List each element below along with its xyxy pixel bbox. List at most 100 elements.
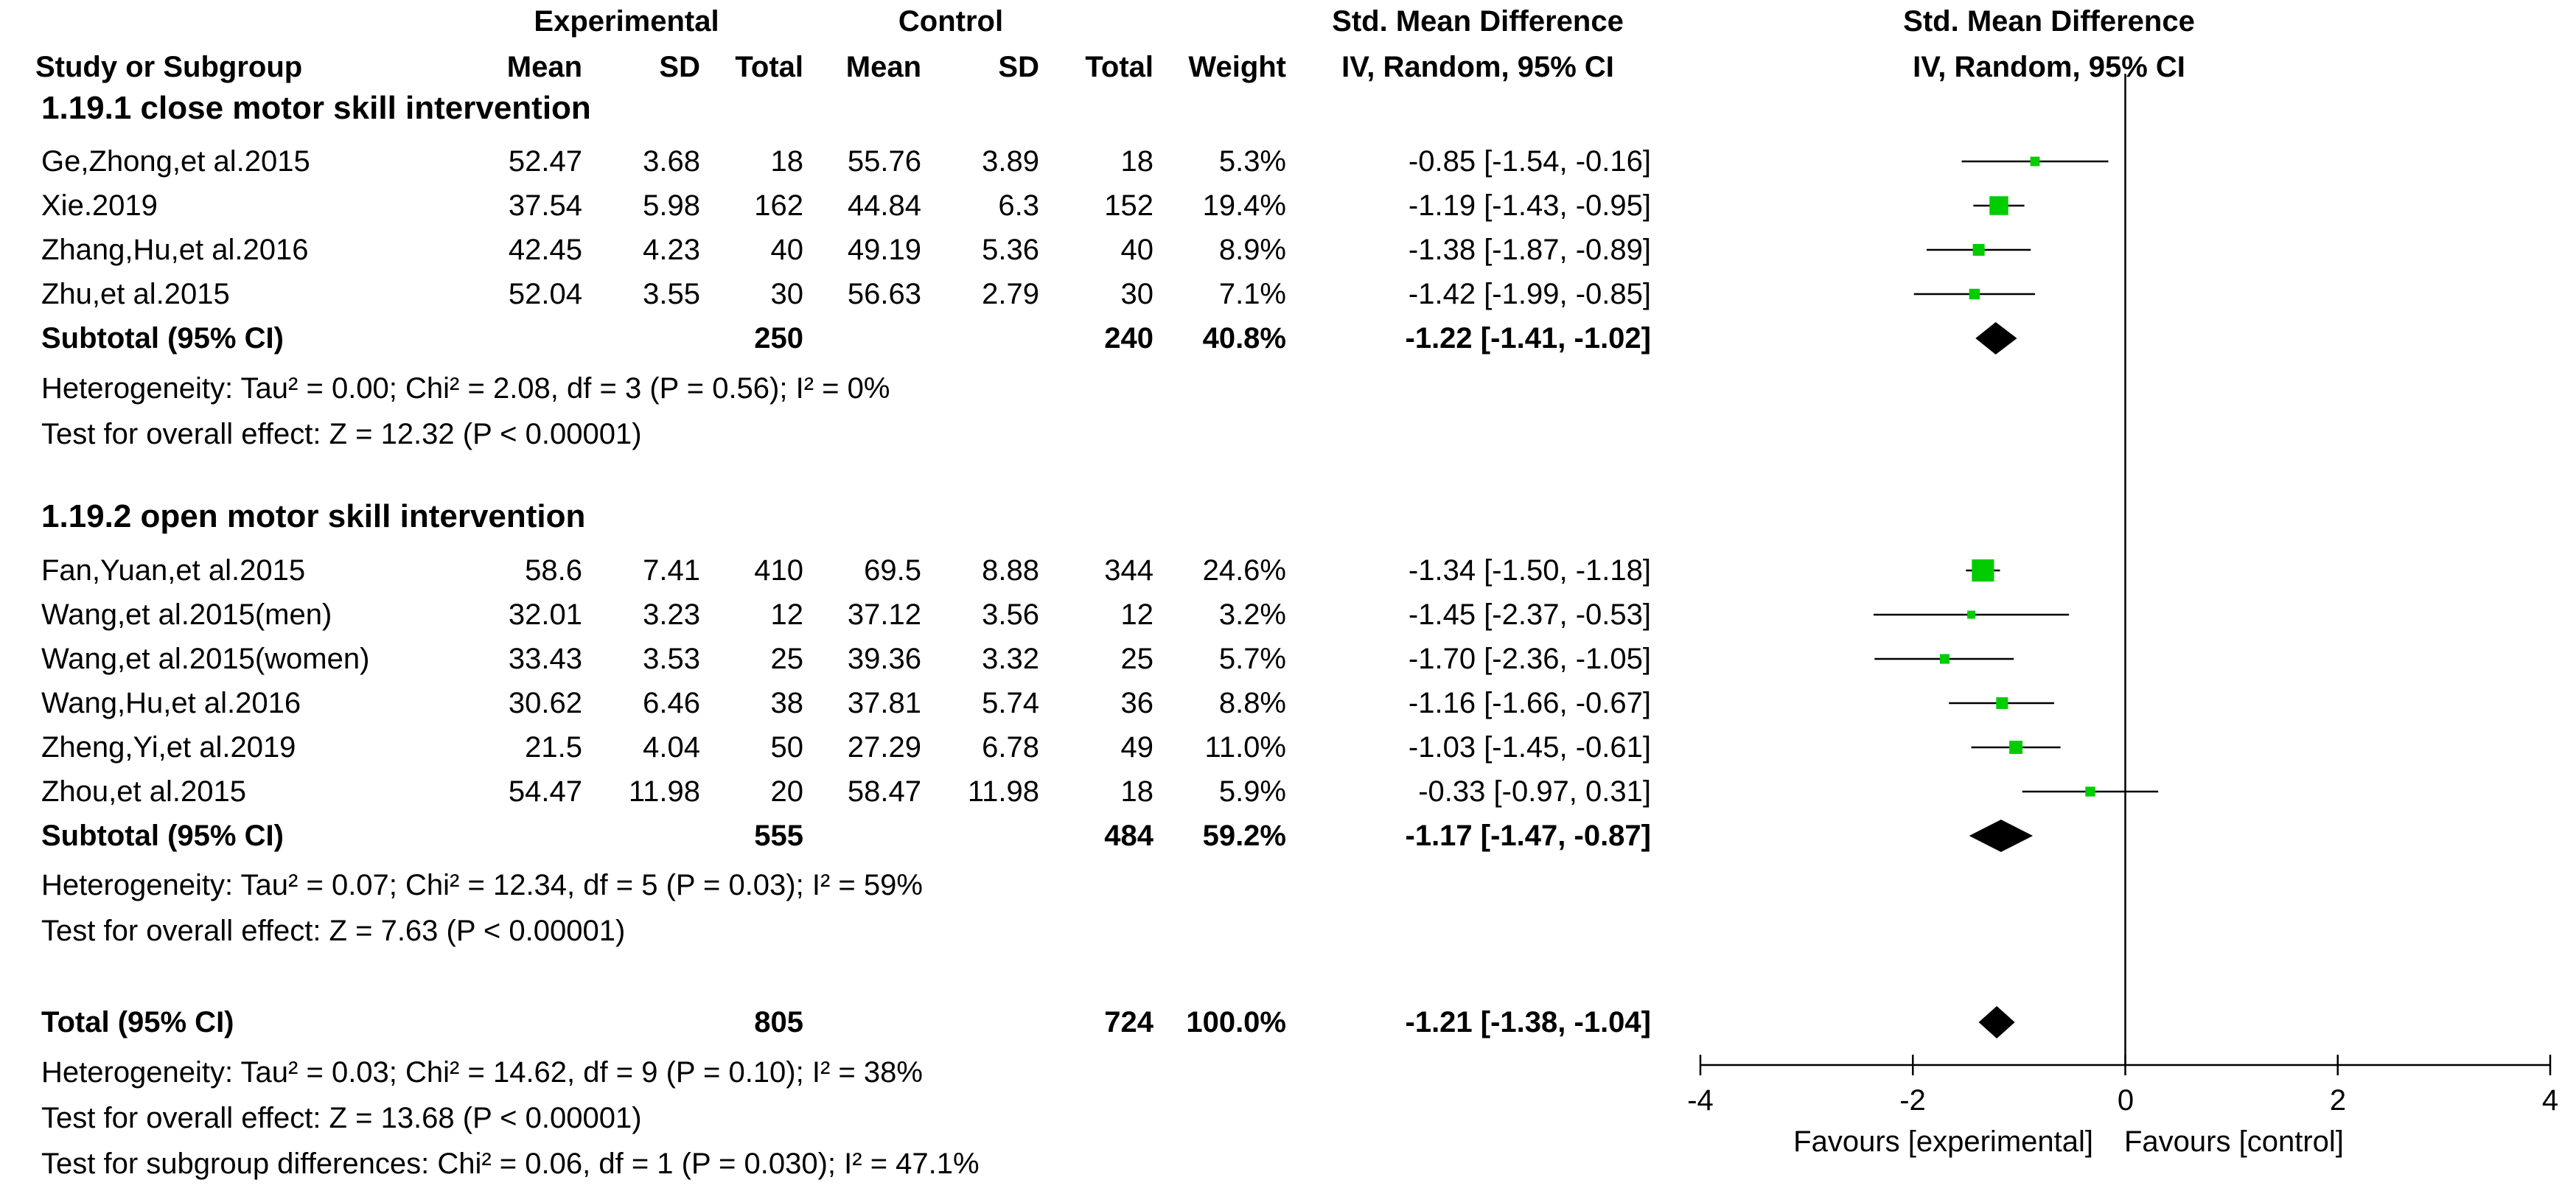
sd-e: 3.55: [643, 278, 700, 310]
subtotal-weight: 59.2%: [1202, 820, 1286, 852]
weight: 5.9%: [1218, 775, 1286, 808]
sd-c: 11.98: [967, 775, 1039, 808]
pooled-diamond: [1969, 820, 2034, 852]
smd-ci: -0.33 [-0.97, 0.31]: [1418, 775, 1651, 808]
overall-effect-text: Test for overall effect: Z = 7.63 (P < 0…: [41, 915, 626, 947]
header-experimental: Experimental: [534, 5, 719, 38]
smd-ci: -0.85 [-1.54, -0.16]: [1408, 145, 1651, 178]
mean-c: 44.84: [847, 189, 921, 222]
total-e: 50: [770, 731, 804, 764]
weight: 7.1%: [1218, 278, 1286, 310]
mean-c: 56.63: [847, 278, 921, 310]
mean-e: 42.45: [508, 234, 582, 266]
subtotal-weight: 40.8%: [1202, 322, 1286, 355]
study-marker: [1966, 559, 2000, 582]
sd-c: 5.74: [982, 687, 1039, 719]
study-marker: [1973, 196, 2025, 215]
mean-c: 37.81: [847, 687, 921, 719]
study-name: Ge,Zhong,et al.2015: [41, 145, 310, 178]
sd-e: 3.68: [643, 145, 700, 178]
study-marker: [1971, 741, 2061, 754]
point-estimate-square: [1967, 610, 1975, 619]
subgroup-differences-text: Test for subgroup differences: Chi² = 0.…: [41, 1148, 980, 1180]
tick-label: 2: [2329, 1084, 2347, 1117]
subtotal-label: Subtotal (95% CI): [41, 322, 284, 355]
sd-e: 3.53: [643, 643, 700, 675]
sd-c: 2.79: [982, 278, 1039, 310]
subtotal-total-c: 484: [1104, 820, 1153, 852]
mean-e: 21.5: [525, 731, 582, 764]
mean-c: 49.19: [847, 234, 921, 266]
weight: 8.9%: [1218, 234, 1286, 266]
point-estimate-square: [1972, 559, 1994, 582]
header-total-c: Total: [1085, 51, 1153, 83]
study-name: Xie.2019: [41, 189, 158, 222]
total-c: 152: [1104, 189, 1153, 222]
total-c: 18: [1120, 775, 1154, 808]
header-control: Control: [898, 5, 1004, 38]
total-heterogeneity-text: Heterogeneity: Tau² = 0.03; Chi² = 14.62…: [41, 1056, 923, 1089]
subtotal-label: Subtotal (95% CI): [41, 820, 284, 852]
point-estimate-square: [1969, 288, 1980, 300]
total-c: 40: [1120, 234, 1154, 266]
weight: 5.3%: [1218, 145, 1286, 178]
tick-label: -4: [1687, 1084, 1714, 1117]
total-e: 162: [754, 189, 803, 222]
mean-c: 55.76: [847, 145, 921, 178]
subtotal-ci: -1.17 [-1.47, -0.87]: [1405, 820, 1652, 852]
mean-e: 33.43: [508, 643, 582, 675]
total-c: 49: [1120, 731, 1154, 764]
smd-ci: -1.03 [-1.45, -0.61]: [1408, 731, 1651, 764]
study-name: Zhou,et al.2015: [41, 775, 246, 808]
study-marker: [1873, 610, 2070, 619]
sd-e: 11.98: [628, 775, 700, 808]
sd-e: 3.23: [643, 598, 700, 631]
header-sd-e: SD: [659, 51, 700, 83]
sd-e: 4.04: [643, 731, 700, 764]
mean-c: 37.12: [847, 598, 921, 631]
x-axis-ticks: [1699, 1055, 2552, 1075]
mean-c: 39.36: [847, 643, 921, 675]
mean-e: 54.47: [508, 775, 582, 808]
point-estimate-square: [1972, 243, 1985, 256]
total-label: Total (95% CI): [41, 1006, 234, 1038]
total-e: 30: [770, 278, 804, 310]
subgroup-title: 1.19.2 open motor skill intervention: [41, 498, 586, 534]
subtotal-total-e: 250: [754, 322, 803, 355]
plot-subtitle: IV, Random, 95% CI: [1913, 51, 2185, 83]
total-c: 12: [1120, 598, 1154, 631]
sd-c: 8.88: [982, 554, 1039, 587]
sd-e: 7.41: [643, 554, 700, 587]
total-e: 40: [770, 234, 804, 266]
study-name: Zhang,Hu,et al.2016: [41, 234, 309, 266]
total-e: 18: [770, 145, 804, 178]
header-smd-title: Std. Mean Difference: [1332, 5, 1624, 38]
total-c: 344: [1104, 554, 1153, 587]
study-name: Zheng,Yi,et al.2019: [41, 731, 296, 764]
total-weight: 100.0%: [1186, 1006, 1286, 1038]
tick-label: 0: [2117, 1084, 2135, 1117]
total-c: 36: [1120, 687, 1154, 719]
total-total-e: 805: [754, 1006, 803, 1038]
point-estimate-square: [2085, 786, 2095, 797]
header-weight: Weight: [1188, 51, 1286, 83]
smd-ci: -1.38 [-1.87, -0.89]: [1408, 234, 1651, 266]
header-sd-c: SD: [998, 51, 1039, 83]
total-e: 410: [754, 554, 803, 587]
total-c: 18: [1120, 145, 1154, 178]
mean-c: 58.47: [847, 775, 921, 808]
sd-e: 6.46: [643, 687, 700, 719]
weight: 19.4%: [1202, 189, 1286, 222]
subtotal-total-c: 240: [1104, 322, 1153, 355]
pooled-diamond: [1975, 322, 2017, 355]
pooled-diamonds: [1969, 322, 2034, 1038]
overall-effect-text: Test for overall effect: Z = 12.32 (P < …: [41, 418, 642, 450]
plot-title: Std. Mean Difference: [1903, 5, 2195, 38]
tick-label: 4: [2541, 1084, 2559, 1117]
smd-ci: -1.70 [-2.36, -1.05]: [1408, 643, 1651, 675]
smd-ci: -1.19 [-1.43, -0.95]: [1408, 189, 1651, 222]
header-study: Study or Subgroup: [35, 51, 303, 83]
sd-c: 5.36: [982, 234, 1039, 266]
sd-c: 3.89: [982, 145, 1039, 178]
header-mean-e: Mean: [506, 51, 582, 83]
